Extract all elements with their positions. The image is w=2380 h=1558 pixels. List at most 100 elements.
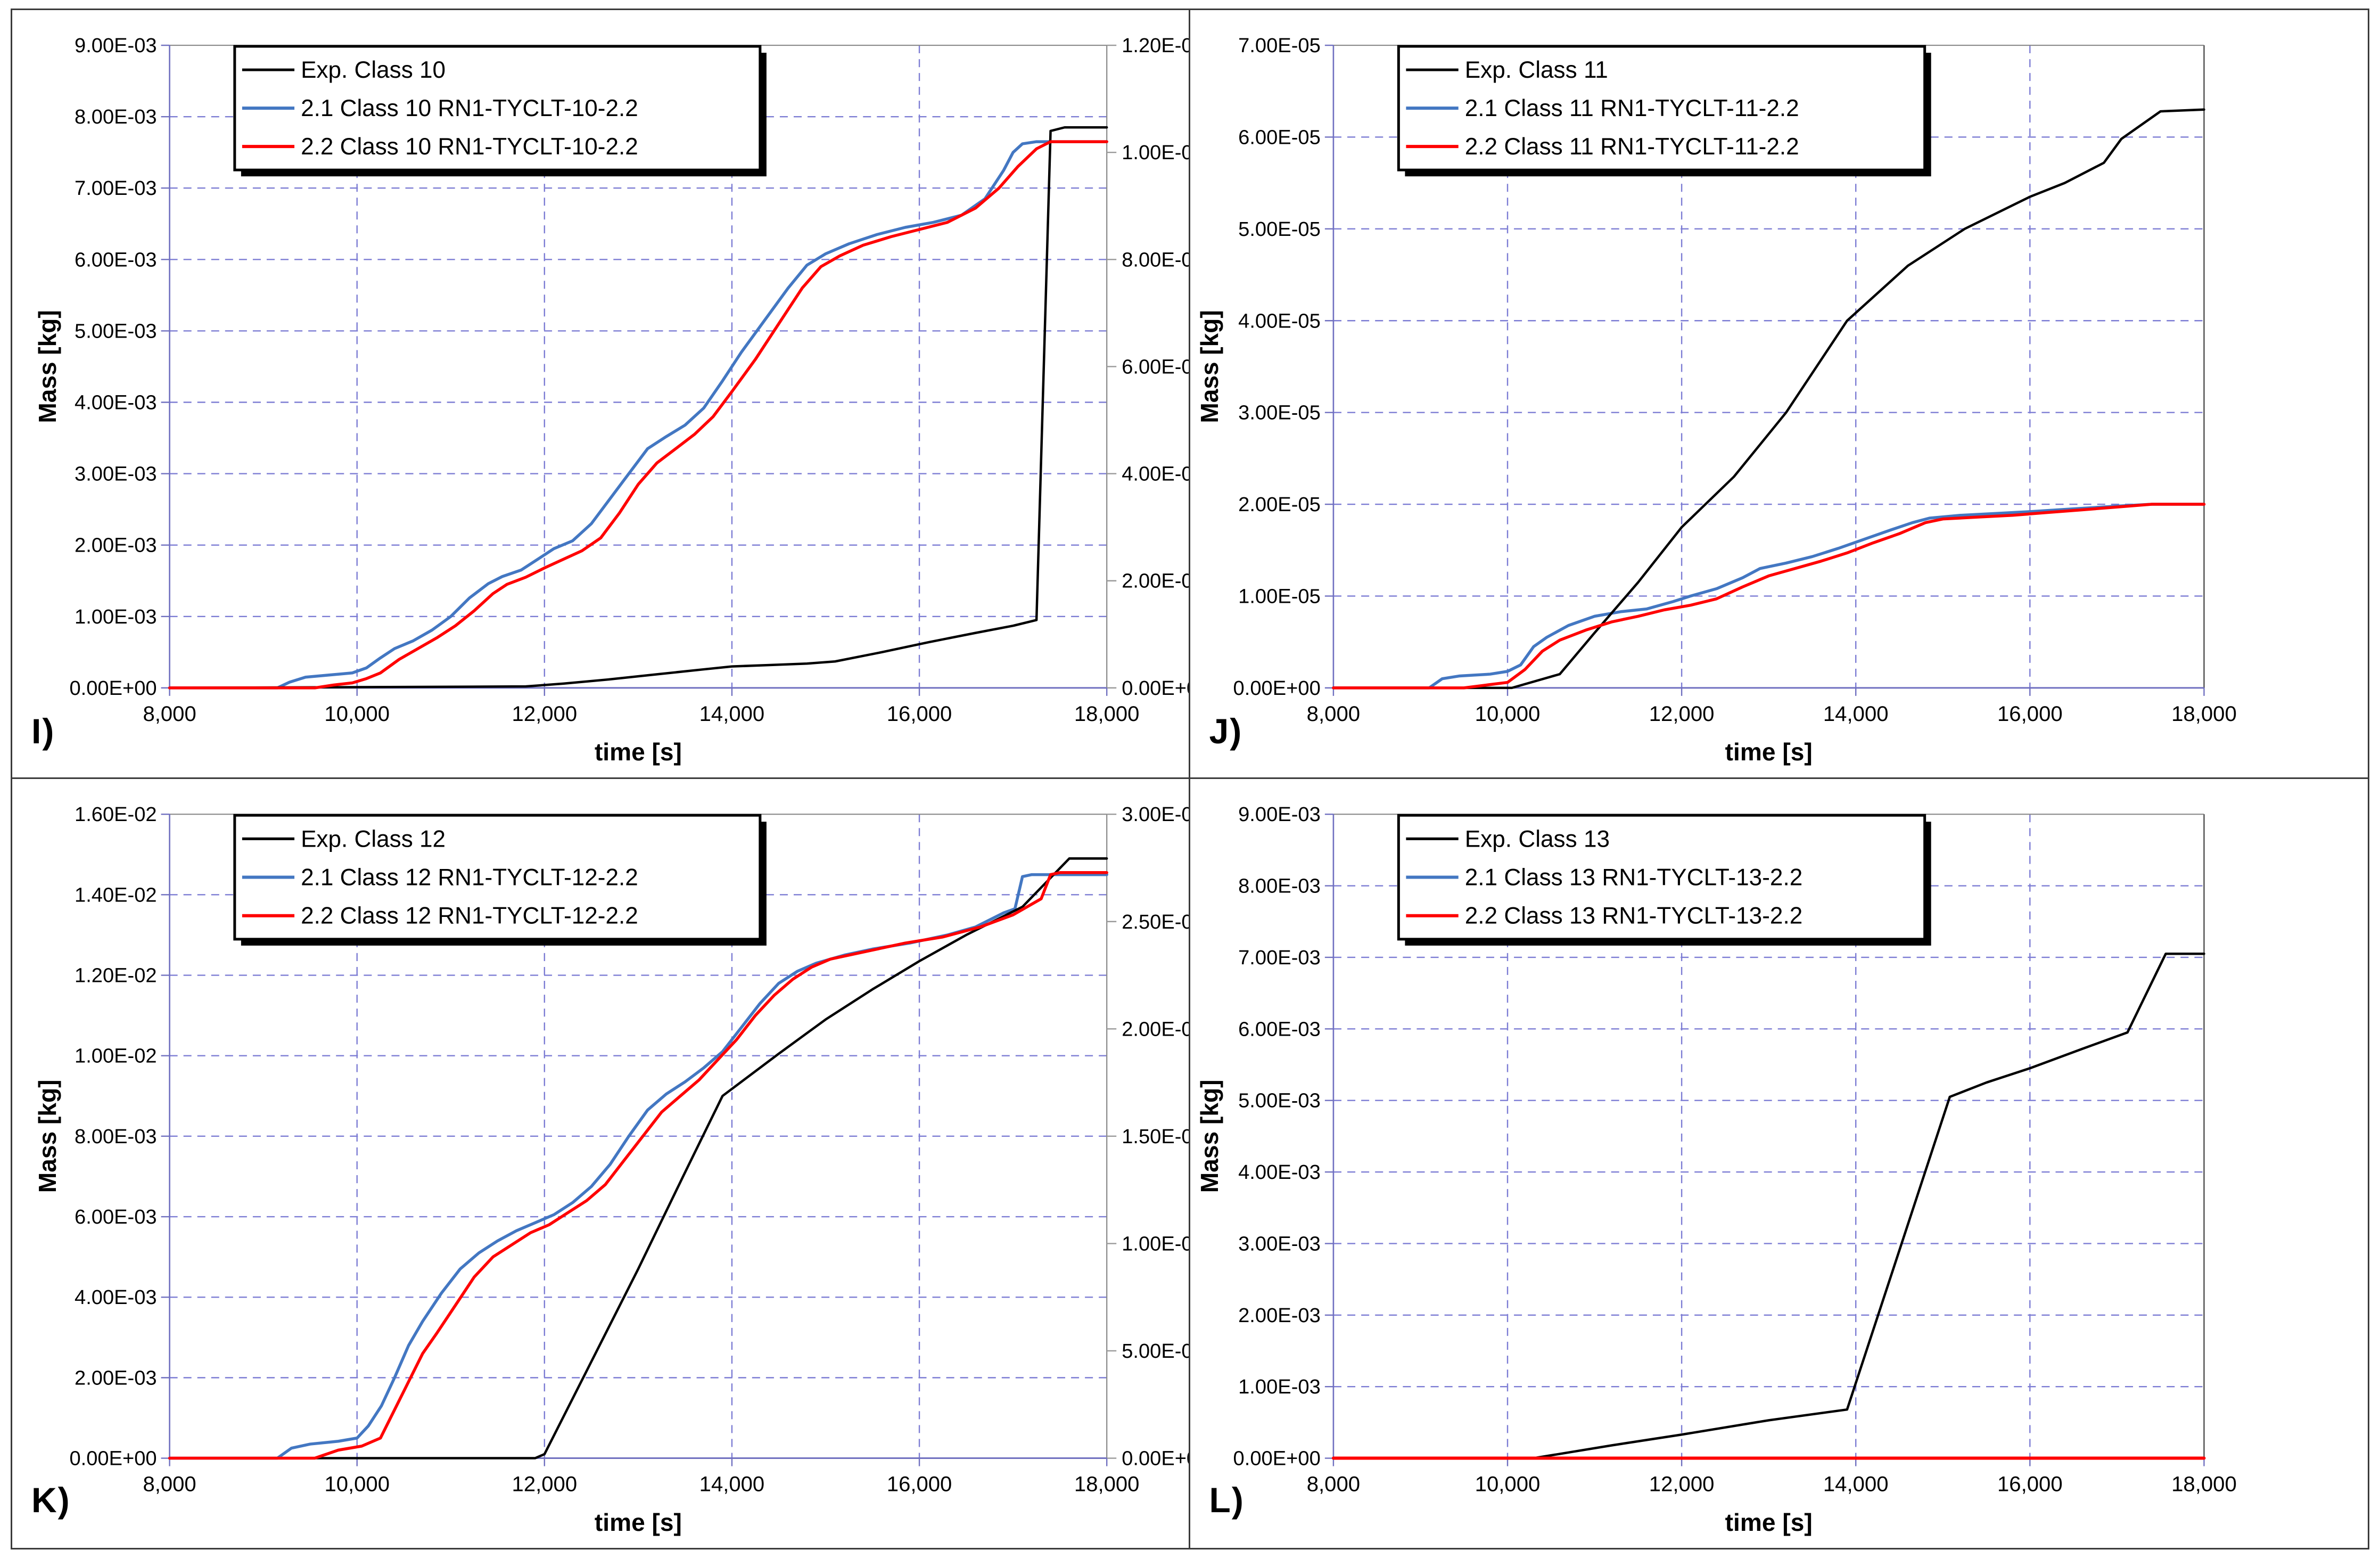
series-line-2-2-class-10-rn1-tyclt-10-2-2 — [168, 140, 1108, 690]
panel-label-K: K) — [31, 1480, 71, 1520]
y-tick-label: 6.00E-03 — [1238, 1018, 1321, 1040]
y-axis-title: Mass [kg] — [34, 310, 61, 423]
series-lines — [168, 857, 1108, 1460]
legend-label: 2.2 Class 12 RN1-TYCLT-12-2.2 — [301, 903, 638, 929]
panel-L: 9.00E-03 8.00E-03 7.00E-03 6.00E-03 5.00E-03… — [1190, 779, 2368, 1548]
y-axis-title: Mass [kg] — [1196, 310, 1223, 423]
legend-box — [1397, 45, 1926, 171]
y-tick-label: 0.00E+00 — [1233, 1448, 1320, 1470]
legend-label: 2.1 Class 10 RN1-TYCLT-10-2.2 — [301, 95, 638, 121]
y-tick-label: 9.00E-03 — [1238, 803, 1321, 826]
legend: Exp. Class 12 2.1 Class 12 RN1-TYCLT-12-2… — [233, 814, 767, 946]
figure-frame: 9.00E-03 8.00E-03 7.00E-03 6.00E-03 5.00E-03… — [11, 9, 2369, 1549]
y-tick-label: 3.00E-03 — [75, 463, 157, 486]
x-tick-label: 16,000 — [887, 702, 952, 726]
x-tick-label: 12,000 — [1649, 702, 1714, 726]
y-tick-label: 0.00E+00 — [69, 677, 157, 700]
x-tick-label: 10,000 — [324, 1473, 390, 1496]
y-axis-right: 1.20E-03 1.00E-03 8.00E-04 6.00E-04 4.00E-04… — [1107, 35, 1189, 700]
panel-K: 1.60E-02 1.40E-02 1.20E-02 1.00E-02 8.00E-03… — [12, 779, 1190, 1548]
series-line-exp-class-10 — [168, 126, 1108, 690]
x-axis: 8,000 10,000 12,000 14,000 16,000 18,000 — [143, 687, 1140, 726]
y-tick-label: 4.00E-05 — [1238, 310, 1321, 332]
y-right-tick-label: 2.00E-05 — [1122, 1018, 1188, 1040]
y-right-tick-label: 1.00E-05 — [1122, 1233, 1188, 1255]
y-tick-label: 7.00E-05 — [1238, 35, 1321, 57]
chart-K-svg: 1.60E-02 1.40E-02 1.20E-02 1.00E-02 8.00E-03… — [12, 779, 1189, 1548]
y-right-tick-label: 4.00E-04 — [1122, 463, 1188, 486]
y-axis-left: 7.00E-05 6.00E-05 5.00E-05 4.00E-05 3.00E-05… — [1233, 35, 1333, 700]
y-tick-label: 7.00E-03 — [1238, 947, 1321, 969]
x-tick-label: 14,000 — [699, 702, 765, 726]
panel-J: 7.00E-05 6.00E-05 5.00E-05 4.00E-05 3.00E-05… — [1190, 10, 2368, 779]
legend-box — [1397, 814, 1926, 941]
y-tick-label: 0.00E+00 — [1233, 677, 1320, 700]
x-axis-title: time [s] — [1725, 1508, 1812, 1536]
y-tick-label: 4.00E-03 — [75, 392, 157, 414]
x-tick-label: 10,000 — [324, 702, 390, 726]
y-tick-label: 6.00E-03 — [75, 249, 157, 271]
y-tick-label: 6.00E-05 — [1238, 127, 1321, 149]
series-line-2-2-class-11-rn1-tyclt-11-2-2 — [1331, 503, 2205, 690]
x-axis-title: time [s] — [595, 1508, 682, 1536]
legend-label: 2.1 Class 12 RN1-TYCLT-12-2.2 — [301, 865, 638, 891]
x-tick-label: 10,000 — [1475, 1472, 1540, 1496]
y-axis-title: Mass [kg] — [34, 1079, 61, 1193]
y-right-tick-label: 0.00E+00 — [1122, 1448, 1188, 1470]
y-axis-title: Mass [kg] — [1196, 1080, 1223, 1193]
y-tick-label: 1.00E-03 — [75, 606, 157, 628]
y-right-tick-label: 2.50E-05 — [1122, 911, 1188, 933]
chart-I-svg: 9.00E-03 8.00E-03 7.00E-03 6.00E-03 5.00E-03… — [12, 10, 1189, 777]
x-tick-label: 8,000 — [1306, 1472, 1360, 1496]
y-right-tick-label: 3.00E-05 — [1122, 803, 1188, 826]
y-tick-label: 8.00E-03 — [1238, 875, 1321, 898]
series-lines — [1331, 108, 2205, 690]
x-tick-label: 12,000 — [512, 702, 578, 726]
y-right-tick-label: 6.00E-04 — [1122, 356, 1188, 378]
x-tick-label: 16,000 — [1997, 1472, 2062, 1496]
y-tick-label: 2.00E-03 — [75, 535, 157, 557]
legend-label: Exp. Class 13 — [1464, 826, 1609, 852]
series-line-exp-class-11 — [1332, 108, 2205, 690]
series-line-2-2-class-12-rn1-tyclt-12-2-2 — [168, 871, 1108, 1460]
y-tick-label: 4.00E-03 — [1238, 1161, 1321, 1184]
x-tick-label: 18,000 — [2171, 1472, 2237, 1496]
x-tick-label: 18,000 — [1074, 1473, 1140, 1496]
y-tick-label: 4.00E-03 — [75, 1286, 157, 1309]
y-tick-label: 7.00E-03 — [75, 177, 157, 200]
series-line-exp-class-13 — [1332, 952, 2205, 1459]
y-tick-label: 0.00E+00 — [70, 1448, 157, 1470]
series-line-exp-class-12 — [168, 857, 1108, 1459]
x-tick-label: 18,000 — [2171, 702, 2237, 726]
x-tick-label: 10,000 — [1475, 702, 1540, 726]
x-tick-label: 16,000 — [887, 1473, 952, 1496]
y-tick-label: 6.00E-03 — [75, 1206, 157, 1228]
x-tick-label: 12,000 — [1649, 1472, 1714, 1496]
legend-box — [233, 814, 762, 941]
chart-J-svg: 7.00E-05 6.00E-05 5.00E-05 4.00E-05 3.00E-05… — [1190, 10, 2368, 777]
y-tick-label: 8.00E-03 — [75, 106, 157, 128]
x-tick-label: 18,000 — [1074, 702, 1140, 726]
y-tick-label: 1.40E-02 — [75, 884, 157, 906]
legend: Exp. Class 11 2.1 Class 11 RN1-TYCLT-11-2… — [1397, 45, 1931, 177]
legend-box — [233, 45, 762, 171]
series-lines — [168, 126, 1108, 690]
legend-label: Exp. Class 11 — [1464, 57, 1608, 83]
x-axis: 8,000 10,000 12,000 14,000 16,000 18,000 — [1306, 1458, 2236, 1496]
legend: Exp. Class 10 2.1 Class 10 RN1-TYCLT-10-2… — [233, 45, 767, 177]
x-tick-label: 12,000 — [512, 1473, 578, 1496]
legend-label: 2.2 Class 13 RN1-TYCLT-13-2.2 — [1464, 903, 1802, 929]
series-line-2-1-class-10-rn1-tyclt-10-2-2 — [168, 140, 1108, 690]
legend-label: 2.2 Class 11 RN1-TYCLT-11-2.2 — [1464, 134, 1799, 160]
x-tick-label: 16,000 — [1997, 702, 2062, 726]
y-tick-label: 3.00E-03 — [1238, 1233, 1321, 1255]
panel-label-L: L) — [1209, 1480, 1245, 1520]
y-tick-label: 1.60E-02 — [75, 803, 157, 826]
legend-label: 2.1 Class 11 RN1-TYCLT-11-2.2 — [1464, 95, 1799, 121]
y-tick-label: 1.00E-03 — [1238, 1376, 1321, 1398]
y-tick-label: 2.00E-05 — [1238, 494, 1321, 516]
series-lines — [1331, 952, 2205, 1460]
y-tick-label: 2.00E-03 — [75, 1367, 157, 1389]
y-tick-label: 9.00E-03 — [75, 35, 157, 57]
y-right-tick-label: 8.00E-04 — [1122, 249, 1188, 271]
